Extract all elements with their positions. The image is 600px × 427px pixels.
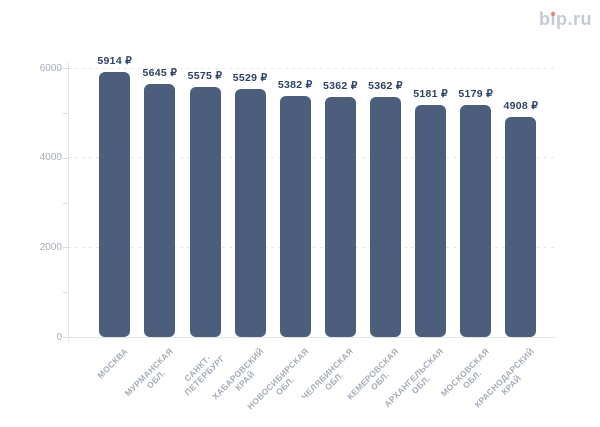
x-axis-label: МОСКВА — [95, 346, 130, 381]
y-gridline — [68, 157, 556, 159]
y-axis-tick — [63, 68, 68, 69]
y-axis-tick — [63, 157, 68, 159]
bar[interactable] — [189, 87, 221, 337]
bar[interactable] — [234, 89, 266, 337]
bar-value-label: 5914 ₽ — [97, 54, 133, 67]
bar-value-label: 5382 ₽ — [277, 78, 313, 91]
y-axis-tick — [63, 247, 68, 249]
x-axis-line — [68, 337, 557, 338]
y-axis-tick — [63, 292, 68, 294]
y-gridline — [68, 67, 556, 69]
bar[interactable] — [144, 83, 176, 337]
bar-value-label: 5575 ₽ — [187, 70, 223, 83]
x-axis-label: МУРМАНСКАЯ ОБЛ. — [122, 346, 175, 399]
bar[interactable] — [324, 96, 356, 337]
bar[interactable] — [505, 116, 537, 337]
y-axis-tick — [63, 337, 68, 338]
bar-value-label: 5181 ₽ — [413, 87, 448, 100]
bar[interactable] — [370, 96, 402, 337]
bar-value-label: 5179 ₽ — [458, 87, 494, 100]
bar[interactable] — [99, 71, 131, 337]
bar-value-label: 5362 ₽ — [368, 79, 403, 92]
y-axis-label: 6000 — [39, 62, 62, 74]
y-gridline — [68, 246, 556, 248]
logo-orange-dot-icon — [550, 11, 556, 17]
bar-value-label: 4908 ₽ — [503, 99, 539, 112]
bar-value-label: 5645 ₽ — [142, 66, 178, 79]
y-axis-label: 0 — [56, 331, 62, 343]
bar-value-label: 5362 ₽ — [323, 79, 358, 92]
y-axis-label: 4000 — [39, 152, 62, 164]
y-axis-line — [68, 62, 69, 342]
bar[interactable] — [460, 104, 492, 337]
y-axis-tick — [63, 202, 68, 204]
y-axis-tick — [63, 112, 68, 114]
bar[interactable] — [415, 104, 447, 337]
y-axis-label: 2000 — [39, 241, 62, 253]
bar[interactable] — [279, 95, 311, 337]
bip-logo[interactable]: bip.ru — [539, 9, 592, 30]
bar-value-label: 5529 ₽ — [232, 72, 268, 85]
